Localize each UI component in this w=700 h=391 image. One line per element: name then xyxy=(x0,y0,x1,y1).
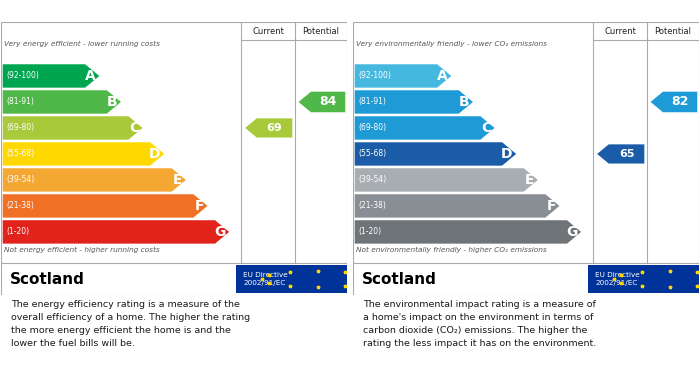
Text: The energy efficiency rating is a measure of the
overall efficiency of a home. T: The energy efficiency rating is a measur… xyxy=(11,300,251,348)
Text: (69-80): (69-80) xyxy=(6,124,34,133)
Text: EU Directive
2002/91/EC: EU Directive 2002/91/EC xyxy=(595,272,640,286)
Text: EU Directive
2002/91/EC: EU Directive 2002/91/EC xyxy=(243,272,288,286)
Text: Very energy efficient - lower running costs: Very energy efficient - lower running co… xyxy=(4,41,160,47)
Text: 69: 69 xyxy=(267,123,282,133)
Polygon shape xyxy=(3,168,186,192)
Polygon shape xyxy=(245,118,293,138)
Text: (39-54): (39-54) xyxy=(358,176,386,185)
Polygon shape xyxy=(355,220,581,244)
Polygon shape xyxy=(3,116,143,140)
Bar xyxy=(237,265,347,293)
Text: B: B xyxy=(107,95,118,109)
Text: A: A xyxy=(437,69,448,83)
Text: A: A xyxy=(85,69,96,83)
Polygon shape xyxy=(355,142,516,166)
Text: (69-80): (69-80) xyxy=(358,124,386,133)
Text: D: D xyxy=(501,147,512,161)
Text: (92-100): (92-100) xyxy=(358,72,391,81)
Polygon shape xyxy=(299,91,345,112)
Text: (81-91): (81-91) xyxy=(6,97,34,106)
Polygon shape xyxy=(597,144,644,163)
Text: (1-20): (1-20) xyxy=(358,228,382,237)
Polygon shape xyxy=(355,90,473,114)
Text: C: C xyxy=(481,121,491,135)
Text: (1-20): (1-20) xyxy=(6,228,29,237)
Bar xyxy=(588,265,699,293)
Text: Very environmentally friendly - lower CO₂ emissions: Very environmentally friendly - lower CO… xyxy=(356,41,547,47)
Text: (21-38): (21-38) xyxy=(358,201,386,210)
Polygon shape xyxy=(3,90,121,114)
Polygon shape xyxy=(3,194,207,218)
Text: The environmental impact rating is a measure of
a home's impact on the environme: The environmental impact rating is a mea… xyxy=(363,300,596,348)
Text: Potential: Potential xyxy=(654,27,692,36)
Polygon shape xyxy=(3,220,229,244)
Text: 65: 65 xyxy=(619,149,634,159)
Polygon shape xyxy=(650,91,697,112)
Text: (55-68): (55-68) xyxy=(358,149,386,158)
Text: F: F xyxy=(195,199,204,213)
Text: Not energy efficient - higher running costs: Not energy efficient - higher running co… xyxy=(4,248,160,253)
Text: 82: 82 xyxy=(671,95,689,108)
Text: Scotland: Scotland xyxy=(362,271,437,287)
Text: Current: Current xyxy=(604,27,636,36)
Text: (92-100): (92-100) xyxy=(6,72,39,81)
Text: B: B xyxy=(458,95,470,109)
Text: 84: 84 xyxy=(319,95,337,108)
Polygon shape xyxy=(355,168,538,192)
Text: Scotland: Scotland xyxy=(10,271,85,287)
Text: (55-68): (55-68) xyxy=(6,149,34,158)
Text: E: E xyxy=(525,173,534,187)
Text: G: G xyxy=(566,225,578,239)
Text: (21-38): (21-38) xyxy=(6,201,34,210)
Text: G: G xyxy=(214,225,225,239)
Text: Current: Current xyxy=(252,27,284,36)
Text: Not environmentally friendly - higher CO₂ emissions: Not environmentally friendly - higher CO… xyxy=(356,248,547,253)
Text: E: E xyxy=(173,173,183,187)
Text: C: C xyxy=(129,121,139,135)
Polygon shape xyxy=(3,64,99,88)
Text: (81-91): (81-91) xyxy=(358,97,386,106)
Text: Energy Efficiency Rating: Energy Efficiency Rating xyxy=(6,5,169,18)
Polygon shape xyxy=(3,142,164,166)
Text: (39-54): (39-54) xyxy=(6,176,34,185)
Polygon shape xyxy=(355,116,495,140)
Text: Environmental Impact (CO₂) Rating: Environmental Impact (CO₂) Rating xyxy=(358,5,591,18)
Polygon shape xyxy=(355,194,559,218)
Polygon shape xyxy=(355,64,452,88)
Text: Potential: Potential xyxy=(302,27,340,36)
Text: F: F xyxy=(547,199,556,213)
Text: D: D xyxy=(149,147,161,161)
